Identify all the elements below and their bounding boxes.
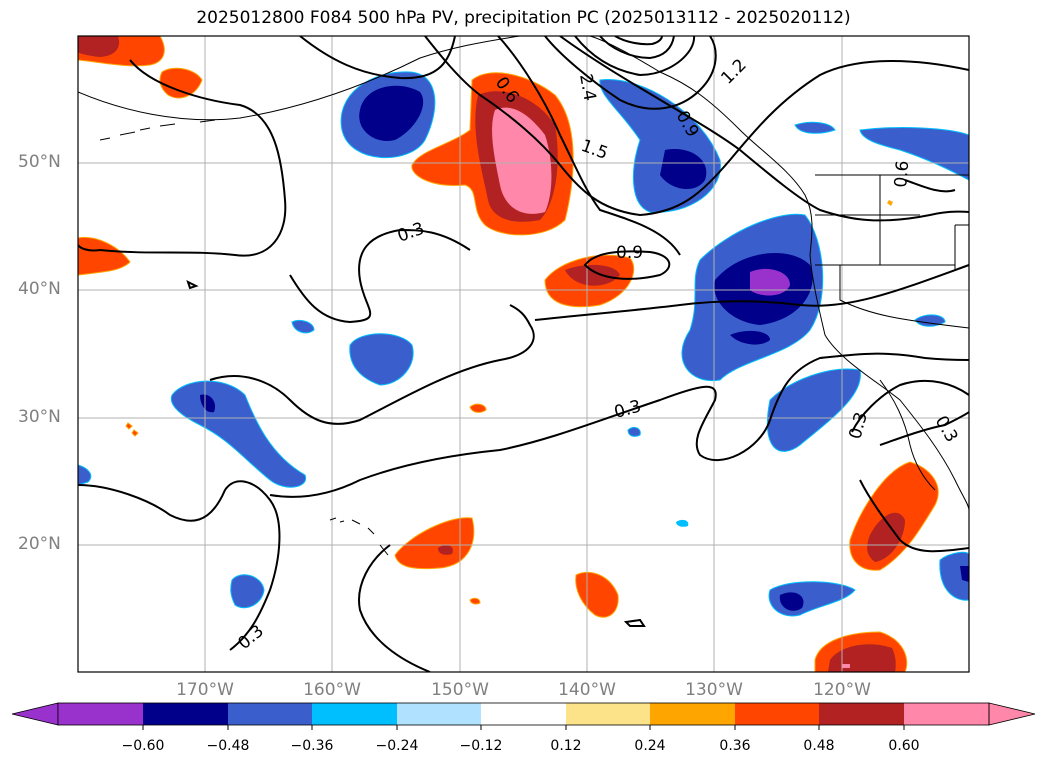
coastlines <box>78 36 969 627</box>
gridlines <box>78 36 969 672</box>
lat-label-40n: 40°N <box>18 279 61 299</box>
contour-label: 0.3 <box>234 621 268 654</box>
contour-label: 1.2 <box>717 55 750 88</box>
contour-label: 2.4 <box>575 72 599 102</box>
contour-label: 0.3 <box>612 397 643 423</box>
contour-label: 0.6 <box>891 160 913 189</box>
lat-label-50n: 50°N <box>18 152 61 172</box>
lat-label-30n: 30°N <box>18 407 61 427</box>
colorbar-tick-label: 0.60 <box>888 738 920 754</box>
contour-label: 0.3 <box>846 410 872 441</box>
pv-contours <box>78 36 969 672</box>
precip-shading <box>78 36 969 672</box>
colorbar-tick-label: −0.36 <box>290 738 334 754</box>
lon-label-130w: 130°W <box>685 680 743 700</box>
colorbar-extend-low <box>11 702 59 726</box>
lon-label-150w: 150°W <box>431 680 489 700</box>
lon-label-140w: 140°W <box>558 680 616 700</box>
lat-label-20n: 20°N <box>18 534 61 554</box>
colorbar-tick-label: 0.12 <box>550 738 582 754</box>
contour-label: 0.3 <box>395 219 427 247</box>
colorbar-extend-high <box>988 702 1036 726</box>
map-frame <box>77 35 970 673</box>
lon-label-170w: 170°W <box>176 680 234 700</box>
lon-label-120w: 120°W <box>813 680 871 700</box>
colorbar-tick-label: 0.36 <box>719 738 751 754</box>
colorbar-tick-label: −0.24 <box>375 738 419 754</box>
colorbar-tick-label: −0.60 <box>121 738 165 754</box>
colorbar-tick-label: 0.24 <box>634 738 666 754</box>
contour-label: 0.9 <box>616 243 643 263</box>
colorbar-tick-label: −0.12 <box>459 738 503 754</box>
map-title: 2025012800 F084 500 hPa PV, precipitatio… <box>196 8 851 28</box>
colorbar-tick-label: 0.48 <box>803 738 835 754</box>
positive-anomaly-regions <box>78 36 939 672</box>
contour-label: 1.5 <box>578 136 610 164</box>
colorbar-tick-label: −0.48 <box>206 738 250 754</box>
lon-label-160w: 160°W <box>303 680 361 700</box>
colorbar <box>11 702 1036 730</box>
